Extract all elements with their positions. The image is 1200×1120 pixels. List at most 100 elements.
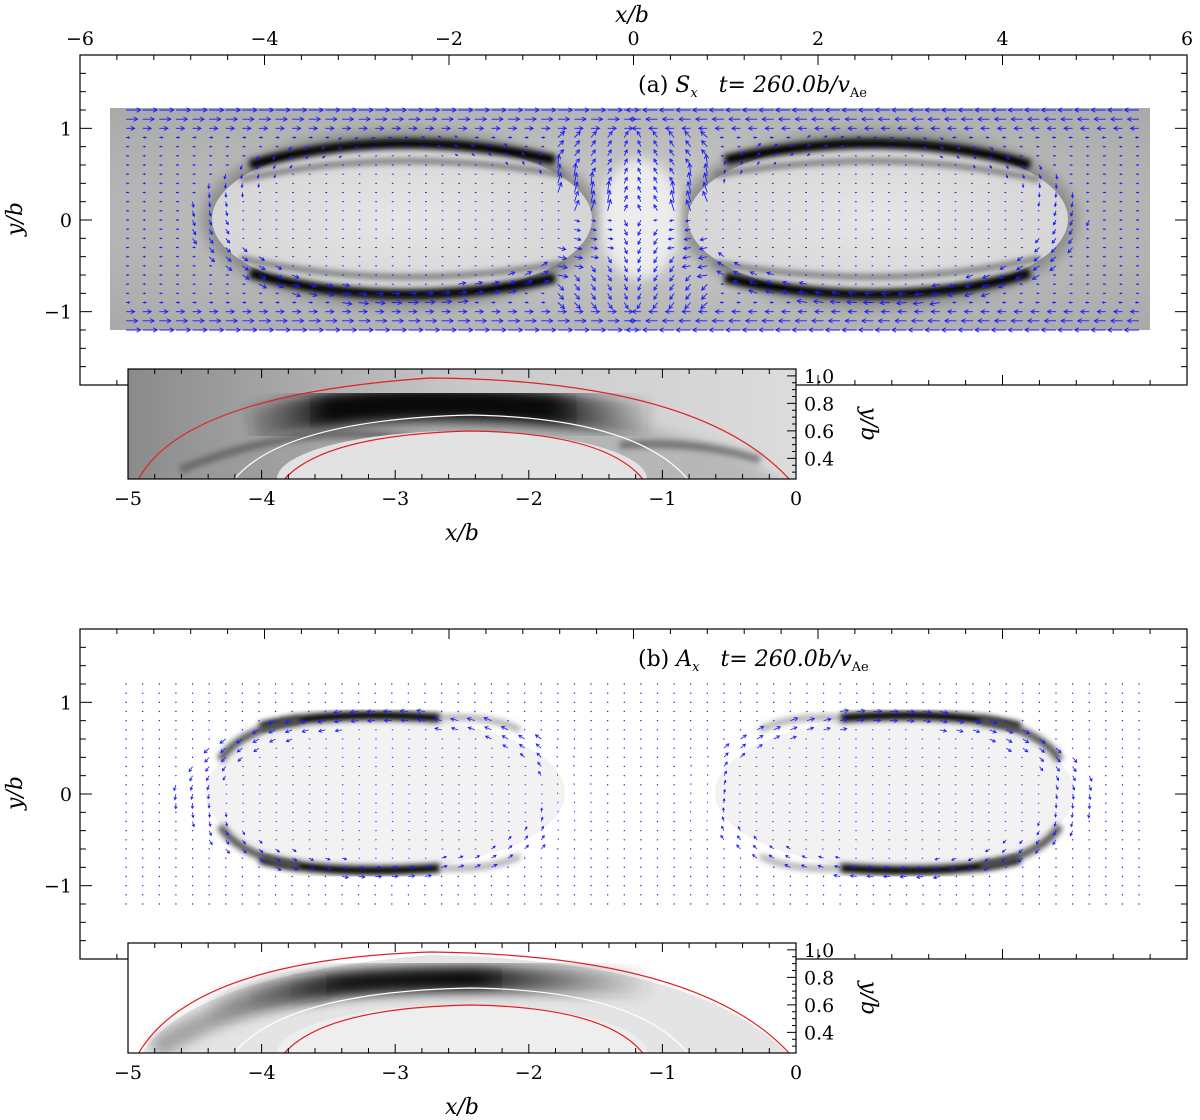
vector-arrow bbox=[689, 701, 692, 704]
vector-arrow bbox=[839, 884, 841, 887]
vector-arrow bbox=[142, 116, 156, 122]
vector-arrow bbox=[1121, 719, 1124, 722]
vector-arrow bbox=[458, 281, 467, 286]
vector-arrow bbox=[1135, 200, 1140, 203]
vector-arrow bbox=[491, 237, 494, 240]
vector-arrow bbox=[739, 692, 742, 694]
vector-arrow bbox=[924, 107, 940, 113]
vector-arrow bbox=[358, 173, 361, 175]
vector-arrow bbox=[673, 774, 675, 777]
vector-arrow bbox=[652, 302, 658, 310]
vector-arrow bbox=[325, 219, 328, 221]
vector-arrow bbox=[987, 182, 990, 185]
vector-arrow bbox=[1138, 793, 1140, 795]
vector-arrow bbox=[706, 884, 708, 887]
vector-arrow bbox=[1129, 125, 1140, 131]
vector-arrow bbox=[208, 710, 210, 713]
vector-arrow bbox=[407, 701, 410, 704]
vector-arrow bbox=[538, 770, 542, 776]
vector-arrow bbox=[673, 756, 675, 759]
vector-arrow bbox=[391, 116, 405, 122]
vector-arrow bbox=[159, 309, 169, 315]
vector-arrow bbox=[142, 318, 156, 324]
vector-arrow bbox=[1105, 701, 1107, 704]
vector-arrow bbox=[574, 107, 590, 113]
vector-arrow bbox=[1055, 793, 1059, 800]
vector-arrow bbox=[706, 903, 708, 905]
vector-arrow bbox=[933, 866, 940, 870]
vector-arrow bbox=[838, 237, 841, 240]
vector-arrow bbox=[1004, 191, 1007, 194]
vector-arrow bbox=[946, 125, 957, 131]
vector-arrow bbox=[1043, 116, 1057, 122]
vector-arrow bbox=[557, 884, 559, 887]
vector-arrow bbox=[204, 757, 210, 763]
vector-arrow bbox=[955, 683, 958, 685]
vector-arrow bbox=[1052, 228, 1057, 235]
vector-arrow bbox=[440, 683, 443, 685]
vector-arrow bbox=[1004, 228, 1007, 230]
vector-arrow bbox=[856, 701, 858, 704]
vector-arrow bbox=[159, 154, 163, 157]
vector-arrow bbox=[804, 200, 807, 203]
vector-arrow bbox=[1055, 710, 1057, 713]
vector-arrow bbox=[540, 857, 542, 859]
vector-arrow bbox=[557, 309, 568, 315]
vector-arrow bbox=[732, 270, 741, 276]
vector-arrow bbox=[441, 855, 448, 859]
vector-arrow bbox=[673, 829, 675, 832]
vector-arrow bbox=[756, 143, 762, 148]
vector-arrow bbox=[706, 894, 708, 896]
vector-arrow bbox=[557, 172, 563, 184]
vector-arrow bbox=[209, 292, 213, 295]
vector-arrow bbox=[1005, 875, 1007, 878]
vector-arrow bbox=[573, 692, 576, 694]
vector-arrow bbox=[943, 318, 957, 324]
vector-arrow bbox=[424, 865, 432, 869]
vector-arrow bbox=[341, 300, 353, 307]
vector-arrow bbox=[987, 228, 990, 230]
vector-arrow bbox=[175, 145, 180, 148]
vector-arrow bbox=[574, 139, 581, 147]
vector-arrow bbox=[557, 738, 559, 740]
vector-arrow bbox=[441, 164, 444, 166]
vector-arrow bbox=[723, 770, 727, 776]
vector-arrow bbox=[590, 219, 597, 223]
vector-arrow bbox=[1054, 803, 1058, 809]
x-tick-label: 4 bbox=[996, 28, 1008, 50]
vector-arrow bbox=[606, 829, 609, 832]
vector-arrow bbox=[308, 200, 311, 203]
vector-arrow bbox=[573, 764, 575, 767]
vector-arrow bbox=[887, 246, 890, 249]
vector-arrow bbox=[292, 283, 301, 289]
vector-arrow bbox=[341, 210, 345, 212]
vector-arrow bbox=[840, 717, 849, 723]
vector-arrow bbox=[142, 756, 144, 759]
vector-arrow bbox=[1040, 327, 1057, 333]
vector-arrow bbox=[773, 692, 775, 694]
vector-arrow bbox=[1022, 875, 1024, 878]
vector-arrow bbox=[541, 228, 544, 230]
vector-arrow bbox=[292, 210, 295, 212]
vector-arrow bbox=[774, 107, 791, 113]
vector-arrow bbox=[242, 136, 247, 139]
vector-arrow bbox=[723, 866, 725, 869]
vector-arrow bbox=[175, 701, 177, 704]
vector-arrow bbox=[723, 857, 725, 859]
vector-arrow bbox=[856, 903, 858, 905]
vector-arrow bbox=[441, 309, 452, 315]
vector-arrow bbox=[939, 894, 941, 896]
vector-arrow bbox=[739, 875, 742, 878]
vector-arrow bbox=[871, 200, 874, 203]
vector-arrow bbox=[125, 903, 127, 905]
vector-arrow bbox=[557, 273, 569, 279]
vector-arrow bbox=[847, 125, 857, 131]
vector-arrow bbox=[904, 182, 907, 185]
vector-arrow bbox=[623, 265, 628, 273]
vector-arrow bbox=[375, 327, 391, 333]
vector-arrow bbox=[756, 744, 763, 749]
vector-arrow bbox=[308, 191, 311, 194]
vector-arrow bbox=[358, 318, 372, 324]
vector-arrow bbox=[573, 801, 576, 804]
vector-arrow bbox=[872, 683, 875, 685]
